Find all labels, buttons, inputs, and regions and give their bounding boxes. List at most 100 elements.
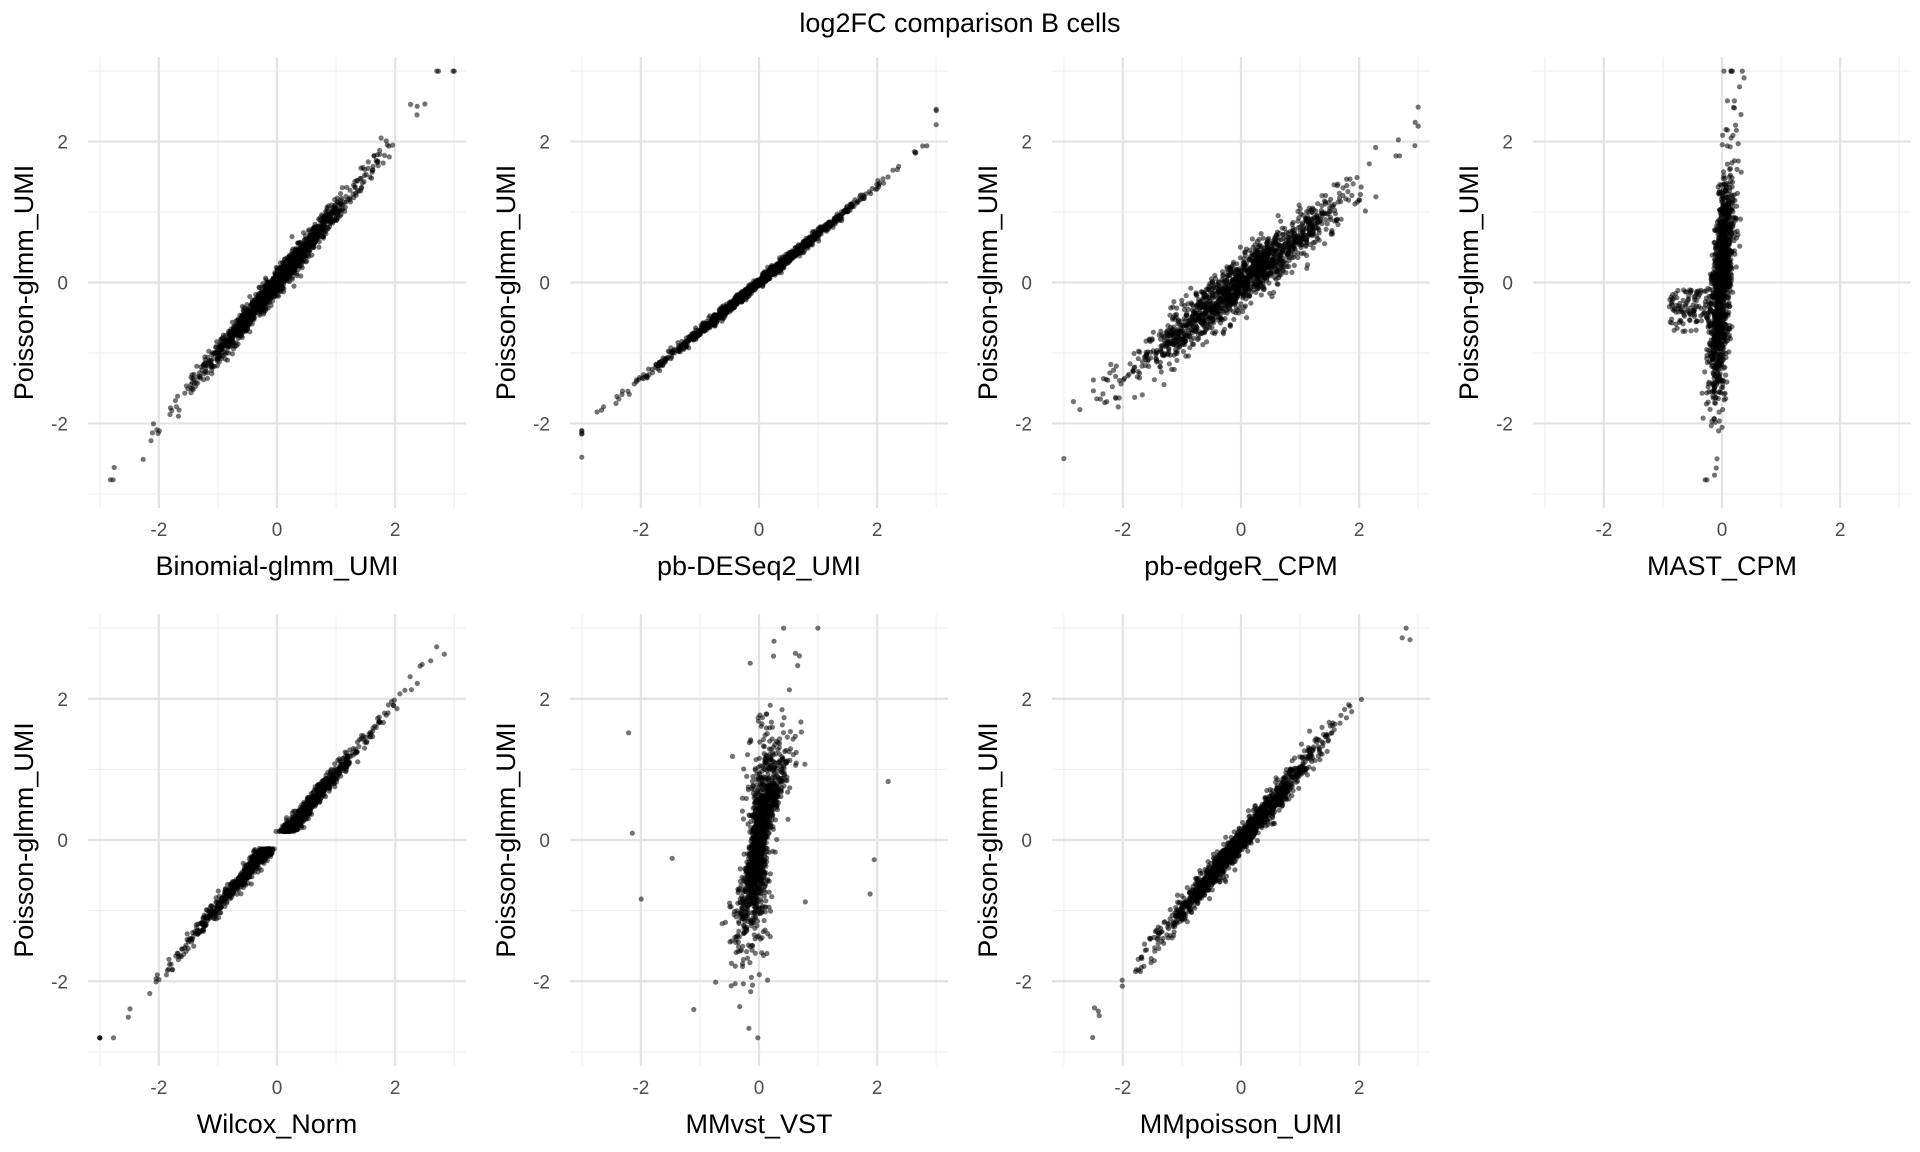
data-point	[1242, 249, 1248, 255]
data-point	[219, 341, 225, 348]
y-tick-label: 2	[1502, 133, 1513, 154]
data-point	[188, 390, 194, 396]
data-point	[1346, 197, 1352, 203]
data-point	[1184, 312, 1190, 318]
data-point	[756, 279, 762, 285]
data-point	[279, 283, 285, 289]
data-point	[1165, 323, 1171, 329]
data-point	[1254, 275, 1260, 281]
data-point	[1289, 269, 1295, 275]
data-point	[1279, 225, 1285, 231]
data-point	[1111, 367, 1117, 373]
data-point	[1199, 304, 1205, 310]
data-point	[853, 200, 860, 206]
data-point	[268, 287, 274, 294]
data-point	[320, 235, 327, 241]
data-point	[1191, 341, 1197, 347]
x-tick-label: 2	[872, 520, 883, 541]
scatter-points	[1666, 68, 1747, 483]
data-point	[1671, 327, 1677, 333]
data-point	[261, 297, 267, 303]
data-point	[257, 312, 263, 318]
data-point	[664, 354, 671, 360]
data-point	[1323, 226, 1329, 232]
data-point	[1188, 337, 1194, 343]
data-point	[298, 263, 304, 269]
data-point	[693, 332, 699, 338]
data-point	[1344, 176, 1350, 182]
data-point	[1289, 221, 1295, 227]
y-tick-label: 0	[539, 274, 550, 295]
data-point	[1070, 399, 1076, 405]
data-point	[1150, 329, 1156, 335]
data-point	[1265, 272, 1271, 278]
scatter-panel-1: -2 0 2-202Binomial-glmm_UMIPoisson-glmm_UM…	[9, 57, 466, 581]
data-point	[182, 390, 188, 396]
data-point	[1319, 193, 1325, 199]
data-point	[1102, 400, 1108, 406]
data-point	[658, 358, 665, 364]
data-point	[1216, 308, 1222, 314]
x-axis-title: MAST_CPM	[1647, 551, 1797, 581]
data-point	[1714, 456, 1720, 462]
data-point	[642, 373, 649, 379]
data-point	[1234, 261, 1240, 267]
data-point	[1171, 366, 1177, 373]
data-point	[1309, 223, 1315, 229]
data-point	[1130, 369, 1136, 375]
data-point	[362, 172, 368, 178]
data-point	[1358, 184, 1364, 190]
data-point	[1258, 231, 1264, 237]
data-point	[390, 142, 396, 148]
data-point	[332, 197, 338, 203]
data-point	[1241, 304, 1247, 310]
x-tick-label: 0	[1236, 520, 1247, 541]
data-point	[1269, 294, 1275, 300]
data-point	[1174, 305, 1180, 311]
data-point	[338, 197, 344, 203]
data-point	[1286, 257, 1292, 263]
x-tick-label: 0	[272, 520, 283, 541]
data-point	[1157, 364, 1163, 370]
data-point	[1132, 394, 1138, 400]
data-point	[1137, 349, 1143, 355]
data-point	[224, 357, 231, 363]
data-point	[183, 383, 189, 389]
y-tick-label: -2	[51, 414, 68, 435]
data-point	[857, 194, 863, 200]
data-point	[1278, 218, 1284, 224]
data-point	[1159, 342, 1165, 348]
data-point	[377, 147, 383, 153]
data-point	[201, 377, 207, 383]
data-point	[1304, 209, 1310, 215]
data-point	[1291, 262, 1297, 268]
data-point	[316, 228, 322, 234]
data-point	[370, 163, 376, 169]
x-tick-label: -2	[150, 520, 167, 541]
data-point	[235, 318, 241, 324]
y-tick-label: -2	[1496, 414, 1513, 435]
data-point	[1220, 329, 1226, 335]
data-point	[169, 407, 175, 414]
data-point	[1229, 277, 1236, 283]
data-point	[262, 283, 268, 289]
data-point	[625, 388, 631, 394]
data-point	[1183, 335, 1189, 341]
data-point	[1332, 211, 1339, 217]
data-point	[202, 360, 208, 366]
data-point	[1215, 317, 1221, 323]
data-point	[803, 235, 809, 241]
x-tick-label: -2	[632, 520, 649, 541]
data-point	[655, 366, 661, 372]
data-point	[1373, 144, 1379, 151]
data-point	[408, 101, 414, 107]
y-tick-label: -2	[533, 414, 550, 435]
data-point	[734, 292, 740, 298]
data-point	[1171, 299, 1177, 305]
data-point	[156, 428, 162, 434]
data-point	[1249, 271, 1255, 277]
data-point	[1301, 250, 1307, 256]
data-point	[1315, 215, 1321, 221]
